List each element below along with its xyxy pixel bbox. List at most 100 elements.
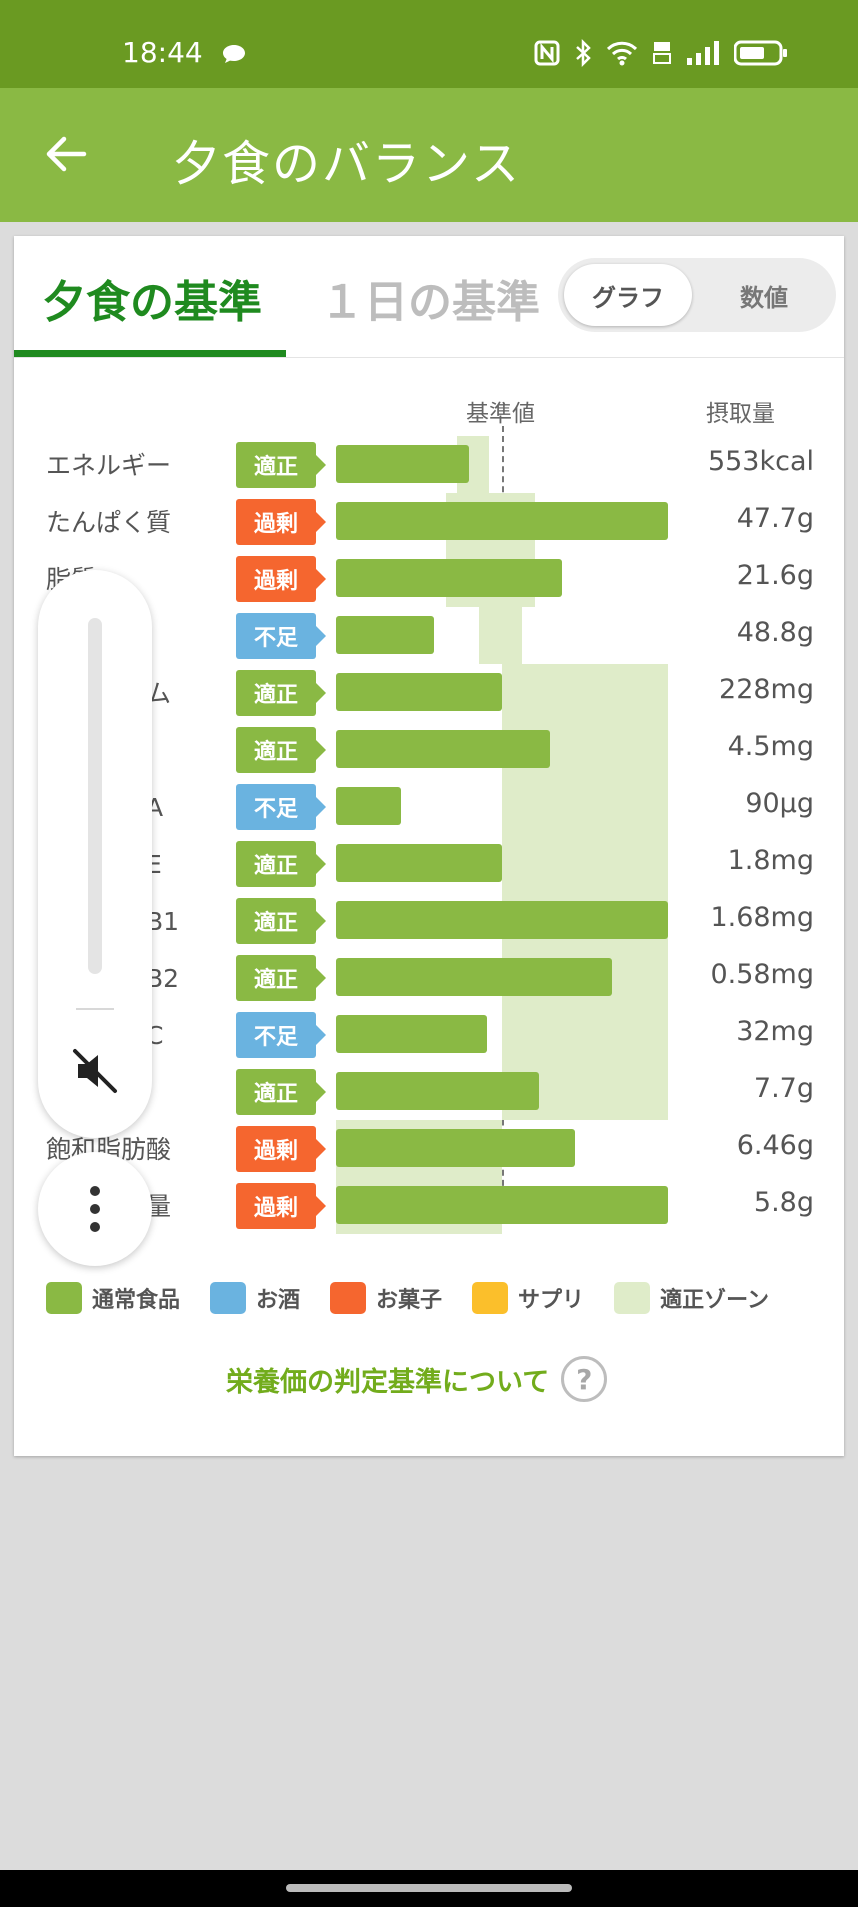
intake-value: 228mg [719, 674, 814, 705]
intake-value: 1.8mg [727, 845, 814, 876]
battery-icon [734, 40, 787, 66]
nutrient-row: カルシウム適正228mg [14, 664, 844, 721]
more-dot [90, 1204, 100, 1214]
status-badge: 不足 [236, 613, 326, 659]
intake-bar [336, 559, 562, 597]
legend-swatch [614, 1282, 651, 1314]
legend-label: 通常食品 [92, 1288, 181, 1313]
tab-daily-standard[interactable]: １日の基準 [320, 277, 540, 328]
nutrient-name: エネルギー [46, 451, 172, 480]
signal-icon [687, 41, 719, 65]
legend-item: 適正ゾーン [614, 1282, 769, 1314]
intake-bar [336, 730, 551, 768]
status-icons [534, 38, 788, 68]
optimal-zone [478, 607, 522, 664]
intake-bar [336, 901, 668, 939]
optimal-zone [502, 835, 668, 892]
optimal-zone [502, 778, 668, 835]
legend-swatch [210, 1282, 247, 1314]
status-badge: 適正 [236, 1069, 326, 1115]
legend-item: お酒 [210, 1282, 300, 1314]
legend-item: 通常食品 [46, 1282, 180, 1314]
status-badge: 適正 [236, 727, 326, 773]
tab-dinner-standard[interactable]: 夕食の基準 [42, 277, 262, 328]
back-arrow-icon[interactable] [40, 128, 92, 180]
intake-value: 21.6g [736, 560, 814, 591]
status-time: 18:44 [122, 36, 203, 69]
tab-divider [14, 357, 844, 358]
more-dot [90, 1186, 100, 1196]
legend-swatch [330, 1282, 367, 1314]
intake-value: 32mg [736, 1016, 814, 1047]
nutrition-criteria-link[interactable]: 栄養価の判定基準について ? [226, 1356, 608, 1402]
status-badge: 適正 [236, 670, 326, 716]
intake-value: 48.8g [736, 617, 814, 648]
intake-bar [336, 844, 502, 882]
intake-bar [336, 445, 469, 483]
tab-indicator [14, 350, 286, 357]
app-bar: 夕食のバランス [0, 88, 858, 222]
intake-bar [336, 673, 502, 711]
intake-bar [336, 787, 401, 825]
standard-header: 基準値 [466, 401, 535, 427]
status-badge: 過剰 [236, 1183, 326, 1229]
volte-icon [653, 42, 671, 64]
nutrient-row: ビタミンE適正1.8mg [14, 835, 844, 892]
nutrient-row: たんぱく質 過剰 47.7g [14, 493, 844, 550]
status-badge: 過剰 [236, 499, 326, 545]
volume-mute-icon[interactable] [70, 1046, 120, 1096]
intake-header: 摂取量 [706, 401, 775, 427]
status-badge: 適正 [236, 841, 326, 887]
view-toggle: グラフ 数値 [558, 258, 836, 332]
intake-value: 4.5mg [727, 731, 814, 762]
nutrient-row: ビタミンB2適正0.58mg [14, 949, 844, 1006]
legend-label: お酒 [256, 1288, 301, 1313]
chat-bubble-icon [223, 45, 245, 63]
intake-value: 553kcal [707, 446, 814, 477]
bluetooth-icon [576, 39, 591, 67]
intake-bar [336, 1129, 576, 1167]
legend-label: お菓子 [376, 1288, 443, 1313]
chart-legend: 通常食品 お酒 お菓子 サプリ 適正ゾーン [46, 1280, 799, 1316]
more-dot [90, 1222, 100, 1232]
intake-value: 6.46g [736, 1130, 814, 1161]
nutrient-name: たんぱく質 [46, 508, 172, 537]
nutrient-row: ビタミンB1適正1.68mg [14, 892, 844, 949]
volume-slider[interactable] [88, 618, 102, 974]
home-gesture-bar[interactable] [286, 1884, 572, 1892]
nutrient-row: 鉄適正4.5mg [14, 721, 844, 778]
intake-bar [336, 502, 668, 540]
legend-item: お菓子 [330, 1282, 442, 1314]
legend-swatch [46, 1282, 82, 1314]
system-nav-bar [0, 1870, 858, 1907]
status-badge: 不足 [236, 1012, 326, 1058]
status-bar: 18:44 [0, 0, 858, 88]
status-badge: 適正 [236, 898, 326, 944]
intake-bar [336, 616, 434, 654]
help-icon[interactable]: ? [561, 1356, 608, 1402]
intake-value: 1.68mg [710, 902, 814, 933]
intake-bar [336, 1015, 488, 1053]
status-badge: 不足 [236, 784, 326, 830]
numeric-toggle-button[interactable]: 数値 [740, 283, 788, 312]
legend-label: 適正ゾーン [660, 1288, 769, 1313]
nutrient-row: 脂質過剰21.6g [14, 550, 844, 607]
status-badge: 適正 [236, 442, 326, 488]
more-options-button[interactable] [38, 1152, 152, 1266]
intake-value: 47.7g [736, 503, 814, 534]
status-badge: 適正 [236, 955, 326, 1001]
legend-item: サプリ [472, 1282, 584, 1314]
intake-value: 0.58mg [710, 959, 814, 990]
legend-swatch [472, 1282, 509, 1314]
graph-toggle-button[interactable]: グラフ [564, 264, 692, 326]
wifi-icon [606, 41, 638, 66]
optimal-zone [502, 664, 668, 721]
intake-value: 90μg [745, 788, 814, 819]
nutrition-criteria-label: 栄養価の判定基準について [226, 1366, 550, 1398]
nfc-icon [534, 40, 560, 66]
optimal-zone [502, 1006, 668, 1063]
status-badge: 過剰 [236, 556, 326, 602]
intake-value: 7.7g [753, 1073, 814, 1104]
intake-value: 5.8g [753, 1187, 814, 1218]
nutrient-row: エネルギー 適正 553kcal [14, 436, 844, 493]
